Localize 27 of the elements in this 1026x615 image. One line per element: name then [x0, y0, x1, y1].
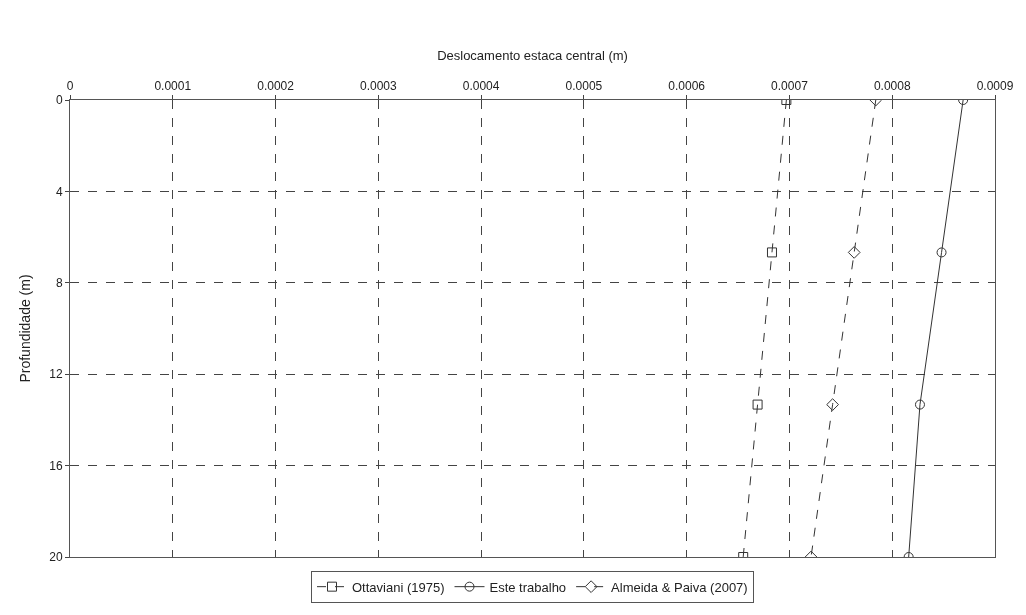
y-tick-label: 0	[55, 93, 63, 108]
x-tick-label: 0	[66, 79, 74, 94]
x-tick-label: 0.0009	[976, 79, 1014, 94]
x-tick-label: 0.0002	[257, 79, 295, 94]
y-axis-title: Profundidade (m)	[16, 274, 33, 383]
point	[847, 246, 861, 259]
point	[766, 247, 777, 258]
x-tick-label: 0.0005	[565, 79, 603, 94]
x-tick-label: 0.0003	[359, 79, 398, 94]
y-tick-label: 16	[49, 458, 63, 473]
point	[752, 399, 763, 410]
y-tick-label: 4	[55, 184, 63, 199]
point	[914, 399, 925, 410]
legend-label: Este trabalho	[489, 579, 567, 595]
y-tick-label: 20	[49, 550, 63, 565]
x-tick-label: 0.0008	[873, 79, 911, 94]
x-tick-label: 0.0001	[154, 79, 192, 94]
point	[826, 398, 839, 411]
x-axis-title: Deslocamento estaca central (m)	[437, 48, 628, 64]
x-tick-label: 0.0007	[771, 79, 809, 94]
point	[936, 247, 947, 258]
x-tick-label: 0.0004	[462, 79, 500, 94]
x-tick-label: 0.0006	[668, 79, 706, 94]
y-tick-label: 8	[55, 276, 63, 290]
y-tick-label: 12	[49, 367, 63, 382]
legend-label: Ottaviani (1975)	[352, 579, 445, 595]
legend-label: Almeida & Paiva (2007)	[611, 579, 748, 595]
